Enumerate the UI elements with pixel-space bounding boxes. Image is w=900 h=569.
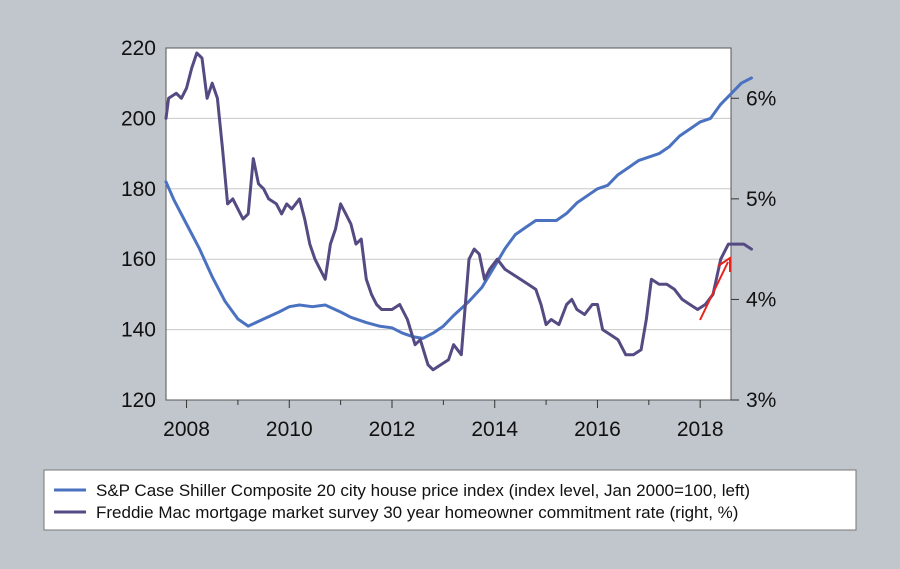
legend-box [43, 469, 857, 531]
plot-frame [165, 47, 732, 401]
right-tick-label-3: 3% [746, 389, 776, 412]
x-tick-label-2014: 2014 [471, 418, 518, 441]
annotations [699, 256, 731, 321]
right-tick-label-4: 4% [746, 288, 776, 311]
legend-label-mortgage-rate: Freddie Mac mortgage market survey 30 ye… [96, 503, 738, 522]
right-tick-label-6: 6% [746, 87, 776, 110]
x-tick-label-2018: 2018 [677, 418, 724, 441]
trend-arrow-shaft [699, 261, 729, 321]
left-tick-label-140: 140 [121, 319, 156, 342]
left-tick-label-180: 180 [121, 178, 156, 201]
series-lines [164, 51, 753, 372]
trend-arrow-head [717, 256, 731, 272]
x-tick-label-2010: 2010 [266, 418, 313, 441]
legend: S&P Case Shiller Composite 20 city house… [43, 469, 857, 531]
series-line-mortgage-rate [164, 51, 753, 372]
left-tick-label-160: 160 [121, 248, 156, 271]
x-tick-label-2016: 2016 [574, 418, 621, 441]
left-axis: 120 140 160 180 200 220 [121, 37, 156, 412]
grid-lines [166, 117, 731, 331]
right-axis: 3% 4% 5% 6% [731, 87, 776, 412]
left-tick-label-120: 120 [121, 389, 156, 412]
legend-label-house-price: S&P Case Shiller Composite 20 city house… [96, 481, 750, 500]
x-tick-label-2008: 2008 [163, 418, 210, 441]
plot-area [166, 48, 731, 400]
x-axis: 2008 2010 2012 2014 2016 2018 [163, 400, 724, 441]
left-tick-label-200: 200 [121, 107, 156, 130]
left-tick-label-220: 220 [121, 37, 156, 60]
x-tick-label-2012: 2012 [369, 418, 416, 441]
series-line-house-price [164, 76, 753, 340]
right-tick-label-5: 5% [746, 188, 776, 211]
